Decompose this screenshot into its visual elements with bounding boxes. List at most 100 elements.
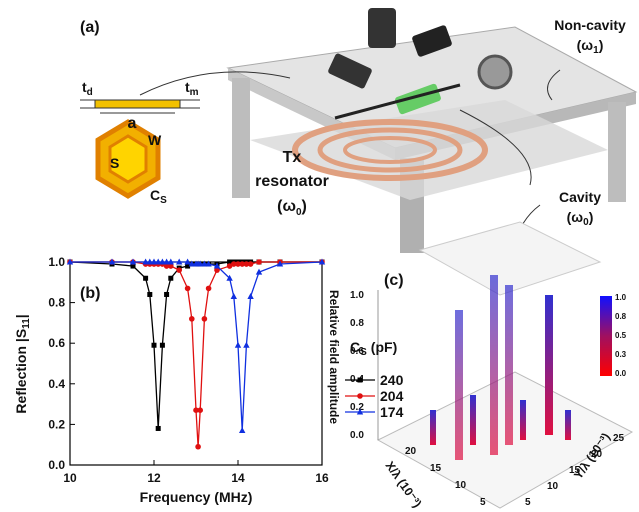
tx-omega: (ω0) [277, 198, 307, 218]
y-tick-label: 1.0 [48, 255, 65, 269]
table-leg [608, 102, 626, 202]
y-tick-label: 10 [547, 481, 559, 492]
illustration-bar [565, 410, 571, 440]
marker [206, 286, 212, 292]
x-tick-label: 10 [455, 480, 467, 491]
marker [156, 426, 161, 431]
cavity-surface [420, 222, 600, 295]
label-sub: d [87, 87, 93, 98]
y-tick-label: 0.4 [48, 377, 65, 391]
illustration-bar [430, 410, 436, 445]
x-tick-label: 5 [480, 497, 486, 508]
marker [197, 407, 203, 413]
device-camera [479, 56, 511, 88]
label: Reflection |S [13, 329, 29, 414]
panel-label: (c) [384, 272, 404, 289]
label: C [150, 187, 160, 203]
y-axis-title: Reflection |S11| [13, 314, 32, 413]
x-tick-label: 12 [147, 471, 161, 485]
label-w: W [148, 132, 162, 148]
x-tick-label: 20 [405, 446, 417, 457]
x-tick-label: 15 [430, 463, 442, 474]
marker [248, 261, 254, 267]
label: (ω [567, 209, 584, 225]
z-tick-label: 1.0 [350, 290, 364, 301]
label-cs: CS [150, 187, 167, 206]
label: (ω [277, 198, 296, 215]
label: C [350, 339, 360, 355]
label: (pF) [371, 339, 397, 355]
panel-label: (a) [80, 19, 100, 36]
illustration-bar [520, 400, 526, 440]
resonator-cross-section [95, 100, 180, 108]
figure: (a) td tm a W S CS Tx resonator (ω0) Non… [0, 0, 639, 512]
table-leg [232, 78, 250, 198]
x-axis-label: X/λ (10⁻³) [383, 459, 425, 510]
colorbar-label: 0.3 [615, 350, 627, 359]
z-axis-label: Relative field amplitude [327, 290, 341, 424]
label-sub: 11 [21, 318, 32, 329]
colorbar-label: 0.5 [615, 331, 627, 340]
y-tick-label: 0.6 [48, 336, 65, 350]
marker [164, 292, 169, 297]
y-tick-label: 25 [613, 433, 625, 444]
marker [176, 267, 182, 273]
panel-c: (c) Relative field amplitude 0.00.20.40.… [327, 222, 632, 510]
series-line [70, 262, 322, 447]
marker [256, 259, 262, 265]
label: | [13, 314, 29, 318]
cavity-label: Cavity [559, 189, 601, 205]
marker [239, 427, 245, 433]
x-axis-title: Frequency (MHz) [140, 489, 253, 505]
label: (ω [577, 37, 594, 53]
marker [231, 293, 237, 299]
colorbar [600, 296, 612, 376]
marker [358, 378, 363, 383]
colorbar-label: 0.0 [615, 369, 627, 378]
panel-a: (a) td tm a W S CS Tx resonator (ω0) Non… [80, 8, 636, 253]
colorbar-label: 0.8 [615, 312, 627, 321]
x-tick-label: 14 [231, 471, 245, 485]
illustration-bar [505, 285, 513, 445]
illustration-bar [470, 395, 476, 445]
marker [152, 343, 157, 348]
marker [235, 342, 241, 348]
x-tick-label: 16 [315, 471, 329, 485]
page: {"chart_data":{"type":"line","panel":"(b… [0, 0, 639, 512]
marker [160, 343, 165, 348]
marker [195, 444, 201, 450]
illustration-bar [455, 310, 463, 460]
marker [243, 342, 249, 348]
marker [202, 316, 208, 322]
illustration-bar [490, 275, 498, 455]
x-tick-label: 10 [63, 471, 77, 485]
cavity-omega: (ω0) [567, 209, 594, 228]
marker [357, 393, 363, 399]
label: ) [589, 209, 594, 225]
tx-label: Tx [283, 149, 302, 166]
label-tm: tm [185, 79, 199, 98]
label-s: S [110, 155, 119, 171]
marker [147, 292, 152, 297]
device-speaker [368, 8, 396, 48]
legend-label: 174 [380, 404, 404, 420]
legend-label: 240 [380, 372, 404, 388]
z-tick-label: 0.0 [350, 430, 364, 441]
tx-label: resonator [255, 173, 329, 190]
label: ) [599, 37, 604, 53]
colorbar-label: 1.0 [615, 293, 627, 302]
marker [189, 316, 195, 322]
label-td: td [82, 79, 93, 98]
illustration-bar [545, 295, 553, 435]
marker [168, 276, 173, 281]
y-tick-label: 0.8 [48, 296, 65, 310]
noncavity-omega: (ω1) [577, 37, 604, 56]
marker [185, 286, 191, 292]
panel-label: (b) [80, 285, 100, 302]
label-sub: m [190, 87, 199, 98]
label: ) [302, 198, 307, 215]
noncavity-label: Non-cavity [554, 17, 626, 33]
legend-label: 204 [380, 388, 404, 404]
label-a: a [128, 115, 137, 132]
panel-b: (b) Frequency (MHz) Reflection |S11| CS(… [13, 255, 404, 505]
